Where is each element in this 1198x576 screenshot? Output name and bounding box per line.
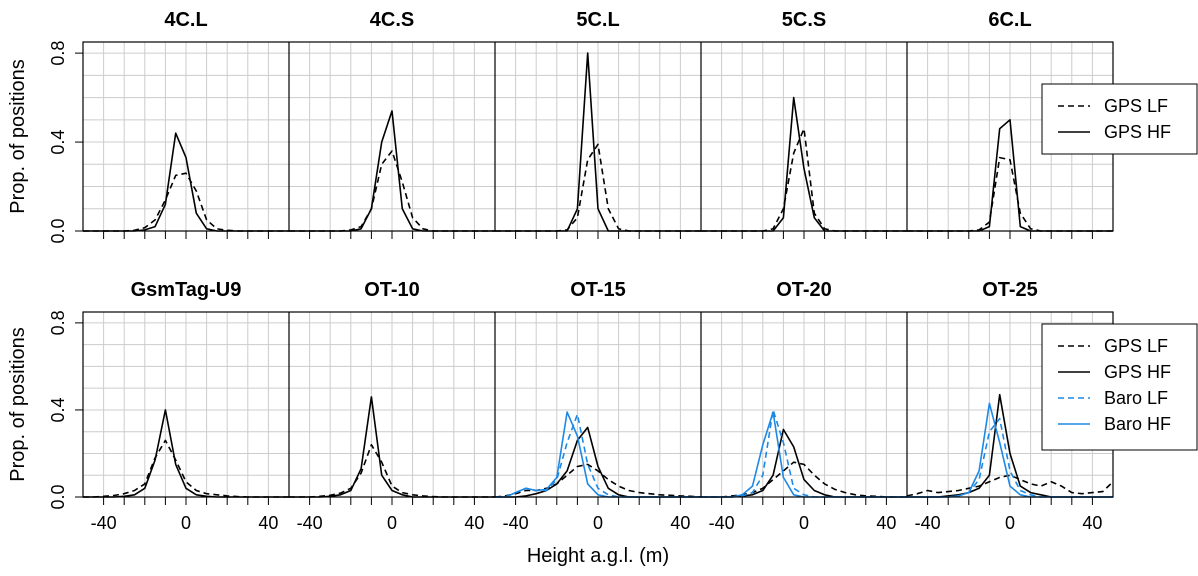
x-tick-label: -40 <box>503 513 529 533</box>
panel-title: OT-15 <box>570 279 626 301</box>
frame-layer <box>75 41 1114 505</box>
legend-label: GPS HF <box>1104 362 1171 382</box>
legend-label: GPS HF <box>1104 122 1171 142</box>
x-tick-label: 40 <box>876 513 896 533</box>
panel-title: OT-20 <box>776 279 832 301</box>
x-tick-label: -40 <box>91 513 117 533</box>
x-tick-label: 40 <box>670 513 690 533</box>
x-tick-label: 0 <box>593 513 603 533</box>
x-tick-label: -40 <box>709 513 735 533</box>
legend-label: Baro HF <box>1104 414 1171 434</box>
y-axis-label: Prop. of positions <box>7 59 29 214</box>
legend-layer: GPS LF GPS HF GPS LF GPS HF Baro LF Baro HF <box>1041 83 1198 451</box>
panel-title: 6C.L <box>988 9 1031 31</box>
x-tick-label: 0 <box>1005 513 1015 533</box>
y-tick-label: 0.4 <box>48 130 68 155</box>
y-tick-label: 0.8 <box>48 41 68 66</box>
x-tick-label: 40 <box>258 513 278 533</box>
grid-layer <box>83 42 1113 497</box>
x-tick-label: 40 <box>1082 513 1102 533</box>
panel-title: 4C.S <box>370 9 414 31</box>
panel-title: 5C.S <box>782 9 826 31</box>
legend-box <box>1041 323 1198 451</box>
x-tick-label: 40 <box>464 513 484 533</box>
panel-title: OT-25 <box>982 279 1038 301</box>
panel-title: 5C.L <box>576 9 619 31</box>
y-tick-label: 0.8 <box>48 310 68 335</box>
x-tick-label: 0 <box>181 513 191 533</box>
y-tick-label: 0.0 <box>48 218 68 243</box>
x-tick-label: -40 <box>297 513 323 533</box>
panel-title: 4C.L <box>164 9 207 31</box>
x-tick-label: 0 <box>387 513 397 533</box>
x-tick-label: -40 <box>915 513 941 533</box>
series-line-gps-lf <box>906 474 1114 497</box>
y-tick-label: 0.0 <box>48 484 68 509</box>
series-line-gps-lf <box>494 463 702 498</box>
x-axis-label: Height a.g.l. (m) <box>527 545 669 567</box>
legend-label: Baro LF <box>1104 388 1168 408</box>
legend-label: GPS LF <box>1104 336 1168 356</box>
y-tick-label: 0.4 <box>48 397 68 422</box>
y-axis-label: Prop. of positions <box>7 327 29 482</box>
panel-title: GsmTag-U9 <box>131 279 242 301</box>
legend-box <box>1041 83 1198 155</box>
panel-title: OT-10 <box>364 279 420 301</box>
legend-label: GPS LF <box>1104 96 1168 116</box>
text-layer: 0.0 0.4 0.8 Prop. of positions 0.0 0.4 0.8 Prop… <box>7 9 1102 567</box>
x-tick-label: 0 <box>799 513 809 533</box>
